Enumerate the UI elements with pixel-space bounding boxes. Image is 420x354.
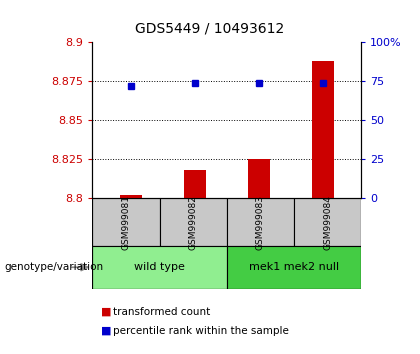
Bar [227, 198, 294, 246]
Text: ■: ■ [101, 307, 111, 316]
Bar [294, 198, 361, 246]
Bar [92, 246, 227, 289]
Text: GSM999084: GSM999084 [323, 195, 332, 250]
Text: transformed count: transformed count [113, 307, 211, 316]
Text: GDS5449 / 10493612: GDS5449 / 10493612 [135, 21, 285, 35]
Text: genotype/variation: genotype/variation [4, 262, 103, 272]
Bar [160, 198, 227, 246]
Text: GSM999082: GSM999082 [189, 195, 198, 250]
Bar [92, 198, 160, 246]
Bar [184, 170, 206, 198]
Bar [312, 61, 334, 198]
Text: wild type: wild type [134, 262, 185, 272]
Text: mek1 mek2 null: mek1 mek2 null [249, 262, 339, 272]
Text: GSM999081: GSM999081 [121, 195, 131, 250]
Bar [227, 246, 361, 289]
Bar [248, 159, 270, 198]
Text: ■: ■ [101, 326, 111, 336]
Text: percentile rank within the sample: percentile rank within the sample [113, 326, 289, 336]
Text: GSM999083: GSM999083 [256, 195, 265, 250]
Bar [120, 195, 142, 198]
